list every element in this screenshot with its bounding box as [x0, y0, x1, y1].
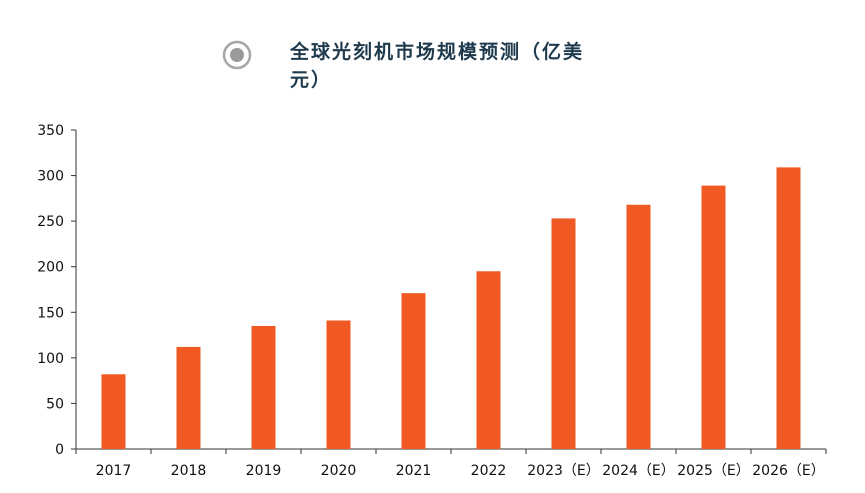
x-tick-label: 2018: [171, 463, 207, 479]
y-tick-label: 300: [37, 169, 64, 185]
bar-2017: [101, 374, 126, 449]
bar-2020: [326, 320, 351, 449]
y-tick-label: 50: [46, 396, 64, 412]
x-tick-label: 2025（E）: [677, 463, 749, 479]
y-axis: 0 50 100 150 200 250 300 350: [37, 123, 77, 458]
bar-2024（E）: [626, 204, 651, 449]
y-tick-label: 150: [37, 305, 64, 321]
x-tick-label: 2026（E）: [752, 463, 824, 479]
y-tick-label: 0: [55, 442, 64, 458]
bar-2018: [176, 346, 201, 449]
x-axis: 2017 2018 2019 2020 2021 2022 2023（E） 2024（E） 20…: [75, 448, 827, 479]
y-tick-label: 250: [37, 214, 64, 230]
y-tick-label: 200: [37, 260, 64, 276]
x-tick-label: 2023（E）: [527, 463, 599, 479]
x-tick-label: 2024（E）: [602, 463, 674, 479]
x-tick-label: 2020: [321, 463, 357, 479]
x-tick-label: 2017: [96, 463, 132, 479]
x-tick-label: 2021: [396, 463, 432, 479]
x-tick-label: 2019: [246, 463, 282, 479]
bar-2025（E）: [701, 185, 726, 449]
y-tick-label: 350: [37, 123, 64, 139]
bars: [101, 167, 801, 449]
bar-2026（E）: [776, 167, 801, 449]
bar-2019: [251, 325, 276, 449]
chart-title: 全球光刻机市场规模预测（亿美元）: [290, 41, 585, 91]
radio-circle-icon: [222, 40, 252, 70]
chart-title-block: 全球光刻机市场规模预测（亿美元）: [222, 38, 622, 98]
x-tick-label: 2022: [471, 463, 507, 479]
y-tick-label: 100: [37, 351, 64, 367]
bar-2021: [401, 293, 426, 449]
bar-2022: [476, 271, 501, 449]
bar-2023（E）: [551, 218, 576, 449]
